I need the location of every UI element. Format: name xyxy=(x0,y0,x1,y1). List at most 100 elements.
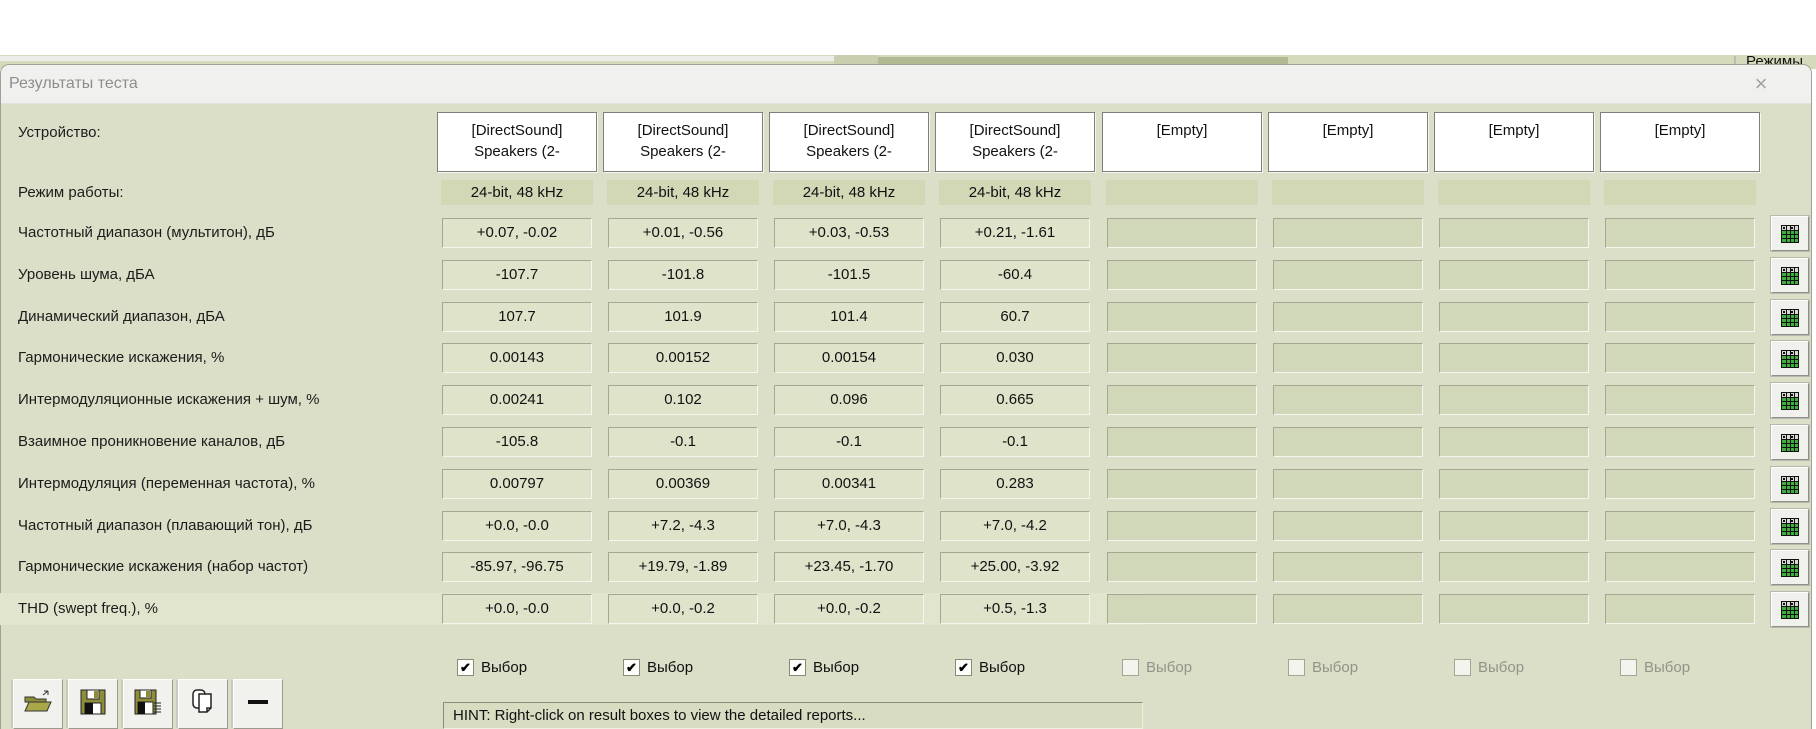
row-report-button[interactable] xyxy=(1771,216,1809,251)
select-checkbox[interactable] xyxy=(1288,659,1305,676)
row-report-button[interactable] xyxy=(1771,258,1809,293)
result-box[interactable]: -0.1 xyxy=(940,427,1090,457)
row-report-button[interactable] xyxy=(1771,467,1809,502)
row-report-button[interactable] xyxy=(1771,509,1809,544)
result-box[interactable] xyxy=(1273,218,1423,248)
result-box[interactable]: +7.2, -4.3 xyxy=(608,511,758,541)
result-box[interactable]: +19.79, -1.89 xyxy=(608,552,758,582)
result-box[interactable]: -105.8 xyxy=(442,427,592,457)
result-box[interactable] xyxy=(1605,260,1755,290)
copy-results-button[interactable] xyxy=(178,679,228,729)
result-box[interactable] xyxy=(1273,469,1423,499)
mode-box[interactable]: 24-bit, 48 kHz xyxy=(441,180,593,205)
device-box[interactable]: [Empty] xyxy=(1434,112,1594,172)
device-box[interactable]: [Empty] xyxy=(1268,112,1428,172)
result-box[interactable] xyxy=(1273,552,1423,582)
save-report-button[interactable] xyxy=(123,679,173,729)
result-box[interactable] xyxy=(1273,302,1423,332)
mode-box[interactable] xyxy=(1604,180,1756,205)
row-report-button[interactable] xyxy=(1771,425,1809,460)
result-box[interactable] xyxy=(1605,385,1755,415)
select-checkbox[interactable] xyxy=(1454,659,1471,676)
device-box[interactable]: [DirectSound] Speakers (2- xyxy=(437,112,597,172)
mode-box[interactable] xyxy=(1438,180,1590,205)
result-box[interactable] xyxy=(1273,427,1423,457)
result-box[interactable] xyxy=(1107,469,1257,499)
result-box[interactable] xyxy=(1439,385,1589,415)
result-box[interactable]: -107.7 xyxy=(442,260,592,290)
result-box[interactable]: 0.00241 xyxy=(442,385,592,415)
result-box[interactable] xyxy=(1439,594,1589,624)
select-checkbox[interactable]: ✔ xyxy=(623,659,640,676)
result-box[interactable]: 0.030 xyxy=(940,343,1090,373)
result-box[interactable] xyxy=(1439,427,1589,457)
result-box[interactable]: +0.0, -0.0 xyxy=(442,594,592,624)
result-box[interactable]: 101.9 xyxy=(608,302,758,332)
result-box[interactable]: 0.00143 xyxy=(442,343,592,373)
select-checkbox[interactable] xyxy=(1620,659,1637,676)
result-box[interactable] xyxy=(1605,343,1755,373)
save-results-button[interactable] xyxy=(68,679,118,729)
dialog-titlebar[interactable]: Результаты теста × xyxy=(1,65,1811,104)
result-box[interactable]: +7.0, -4.3 xyxy=(774,511,924,541)
result-box[interactable] xyxy=(1605,302,1755,332)
select-checkbox[interactable]: ✔ xyxy=(457,659,474,676)
result-box[interactable] xyxy=(1107,385,1257,415)
result-box[interactable] xyxy=(1107,260,1257,290)
result-box[interactable]: 0.665 xyxy=(940,385,1090,415)
close-icon[interactable]: × xyxy=(1754,71,1768,96)
device-box[interactable]: [Empty] xyxy=(1600,112,1760,172)
result-box[interactable] xyxy=(1107,427,1257,457)
result-box[interactable]: -60.4 xyxy=(940,260,1090,290)
result-box[interactable] xyxy=(1439,302,1589,332)
result-box[interactable] xyxy=(1273,260,1423,290)
result-box[interactable]: 0.283 xyxy=(940,469,1090,499)
result-box[interactable] xyxy=(1439,469,1589,499)
result-box[interactable]: 0.102 xyxy=(608,385,758,415)
result-box[interactable]: -101.8 xyxy=(608,260,758,290)
device-box[interactable]: [DirectSound] Speakers (2- xyxy=(935,112,1095,172)
result-box[interactable]: +0.21, -1.61 xyxy=(940,218,1090,248)
mode-box[interactable] xyxy=(1272,180,1424,205)
result-box[interactable]: +7.0, -4.2 xyxy=(940,511,1090,541)
result-box[interactable]: 0.00341 xyxy=(774,469,924,499)
result-box[interactable] xyxy=(1107,302,1257,332)
select-checkbox[interactable]: ✔ xyxy=(955,659,972,676)
result-box[interactable]: -101.5 xyxy=(774,260,924,290)
result-box[interactable]: +0.0, -0.0 xyxy=(442,511,592,541)
result-box[interactable] xyxy=(1605,552,1755,582)
result-box[interactable] xyxy=(1273,343,1423,373)
result-box[interactable]: +0.01, -0.56 xyxy=(608,218,758,248)
result-box[interactable] xyxy=(1107,343,1257,373)
result-box[interactable]: +0.0, -0.2 xyxy=(774,594,924,624)
result-box[interactable]: -85.97, -96.75 xyxy=(442,552,592,582)
result-box[interactable] xyxy=(1439,343,1589,373)
device-box[interactable]: [Empty] xyxy=(1102,112,1262,172)
result-box[interactable]: +0.03, -0.53 xyxy=(774,218,924,248)
result-box[interactable] xyxy=(1605,469,1755,499)
result-box[interactable] xyxy=(1273,511,1423,541)
remove-results-button[interactable] xyxy=(233,679,283,729)
result-box[interactable] xyxy=(1439,218,1589,248)
open-results-button[interactable] xyxy=(13,679,63,729)
row-report-button[interactable] xyxy=(1771,550,1809,585)
result-box[interactable]: 101.4 xyxy=(774,302,924,332)
result-box[interactable] xyxy=(1439,260,1589,290)
result-box[interactable] xyxy=(1273,385,1423,415)
result-box[interactable] xyxy=(1605,594,1755,624)
mode-box[interactable]: 24-bit, 48 kHz xyxy=(607,180,759,205)
result-box[interactable]: +0.07, -0.02 xyxy=(442,218,592,248)
row-report-button[interactable] xyxy=(1771,300,1809,335)
result-box[interactable] xyxy=(1107,594,1257,624)
result-box[interactable]: 60.7 xyxy=(940,302,1090,332)
result-box[interactable]: -0.1 xyxy=(608,427,758,457)
result-box[interactable]: +25.00, -3.92 xyxy=(940,552,1090,582)
result-box[interactable] xyxy=(1273,594,1423,624)
result-box[interactable]: +0.5, -1.3 xyxy=(940,594,1090,624)
select-checkbox[interactable] xyxy=(1122,659,1139,676)
result-box[interactable]: 0.00152 xyxy=(608,343,758,373)
result-box[interactable]: -0.1 xyxy=(774,427,924,457)
device-box[interactable]: [DirectSound] Speakers (2- xyxy=(603,112,763,172)
result-box[interactable] xyxy=(1605,511,1755,541)
row-report-button[interactable] xyxy=(1771,341,1809,376)
